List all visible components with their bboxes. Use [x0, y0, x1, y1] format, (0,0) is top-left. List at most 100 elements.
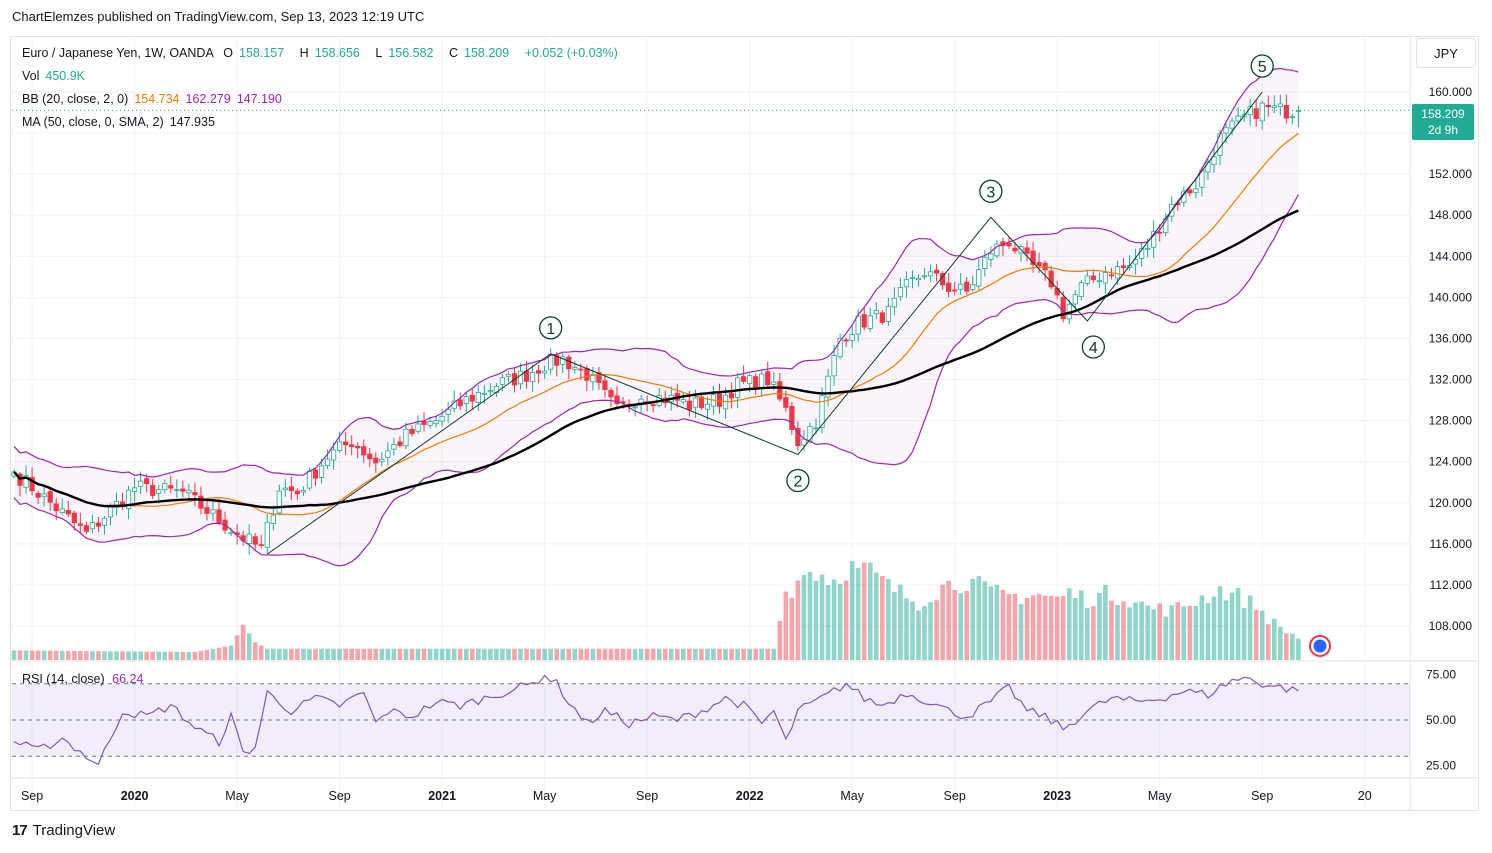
volume-bar [831, 579, 837, 660]
volume-bar [1278, 626, 1283, 660]
candle [1277, 103, 1283, 107]
volume-bar [234, 635, 240, 660]
volume-bar [687, 648, 692, 660]
volume-bar [873, 572, 879, 660]
candle [692, 397, 698, 408]
candle [529, 372, 536, 383]
candle [849, 334, 855, 341]
rsi-legend[interactable]: RSI (14, close) 66.24 [22, 672, 144, 686]
candle [23, 474, 29, 488]
volume-bar [469, 648, 475, 660]
volume-bar [319, 648, 324, 660]
volume-bar [301, 648, 306, 660]
candle [795, 427, 801, 447]
volume-bar [801, 575, 807, 660]
volume-bar [644, 648, 650, 660]
legend-row-bb[interactable]: BB (20, close, 2, 0) 154.734 162.279 147.19… [22, 92, 282, 106]
volume-bar [114, 651, 119, 660]
volume-bar [168, 651, 174, 660]
volume-bar [596, 648, 602, 660]
volume-bar [922, 606, 927, 660]
volume-bar [916, 610, 921, 660]
candle [1060, 297, 1066, 320]
volume-bar [289, 648, 294, 660]
volume-bar [283, 648, 288, 660]
candle [602, 380, 608, 390]
rsi-line [13, 674, 1299, 766]
volume-bar [1036, 593, 1042, 660]
currency-button[interactable]: JPY [1416, 38, 1476, 68]
volume-bar [681, 648, 686, 660]
candle [65, 510, 71, 515]
candle [391, 444, 397, 450]
volume-bar [795, 580, 801, 660]
ohlc-change: +0.052 (+0.03%) [524, 46, 618, 60]
volume-bar [78, 650, 83, 660]
volume-bar [777, 620, 783, 660]
candle [1078, 282, 1084, 297]
wave-label-1: 1 [546, 321, 555, 338]
candle [35, 492, 41, 498]
volume-bar [295, 648, 300, 660]
volume-bar [355, 648, 361, 660]
volume-bar [409, 648, 415, 660]
volume-bars [11, 560, 1301, 660]
volume-bar [880, 575, 885, 660]
volume-bar [210, 648, 216, 660]
candle [517, 370, 524, 385]
volume-bar [1091, 606, 1096, 660]
candle [861, 314, 867, 328]
volume-bar [162, 651, 168, 660]
candle [759, 373, 765, 389]
candle [765, 371, 771, 386]
volume-bar [934, 600, 939, 660]
volume-bar [668, 648, 674, 660]
volume-bar [1217, 586, 1223, 660]
candle [1145, 247, 1151, 250]
ohlc-low: L 156.582 [375, 46, 434, 60]
time-tick: 20 [1358, 789, 1372, 803]
symbol-title[interactable]: Euro / Japanese Yen, 1W, OANDA [22, 46, 214, 60]
volume-bar [1000, 589, 1006, 660]
legend-row-ma[interactable]: MA (50, close, 0, SMA, 2) 147.935 [22, 115, 215, 129]
candle [77, 523, 83, 526]
candle [897, 287, 904, 298]
candle [421, 421, 427, 425]
candle [614, 395, 620, 405]
time-tick: 2021 [428, 789, 456, 803]
time-tick: 2022 [736, 789, 764, 803]
candle [481, 392, 487, 395]
legend: Euro / Japanese Yen, 1W, OANDA O 158.157 … [22, 42, 624, 134]
tradingview-brand: TradingView [32, 822, 116, 839]
volume-bar [216, 647, 222, 660]
candle [162, 483, 168, 491]
legend-row-volume[interactable]: Vol 450.9K [22, 69, 86, 83]
volume-bar [1072, 598, 1078, 660]
volume-bar [928, 602, 933, 660]
candle [1259, 102, 1265, 122]
candle [29, 477, 35, 492]
volume-bar [144, 651, 149, 660]
volume-bar [584, 648, 590, 660]
volume-bar [488, 648, 493, 660]
volume-bar [1296, 638, 1301, 660]
candle [324, 458, 331, 466]
candle [101, 517, 108, 526]
tradingview-logo[interactable]: 17 TradingView [12, 822, 115, 839]
volume-bar [397, 648, 403, 660]
volume-bar [23, 650, 29, 660]
volume-bar [391, 648, 397, 660]
volume-bar [120, 651, 125, 660]
candle [1120, 265, 1127, 268]
volume-bar [536, 648, 541, 660]
price-tick: 124.000 [1429, 455, 1473, 469]
wave-label-5: 5 [1258, 59, 1267, 76]
candle [970, 284, 976, 290]
candle [1253, 108, 1259, 120]
volume-bar [433, 648, 439, 660]
volume-bar [656, 648, 662, 660]
bb-lower-value: 147.190 [236, 92, 282, 106]
candle [59, 508, 65, 513]
volume-bar [1006, 594, 1012, 660]
